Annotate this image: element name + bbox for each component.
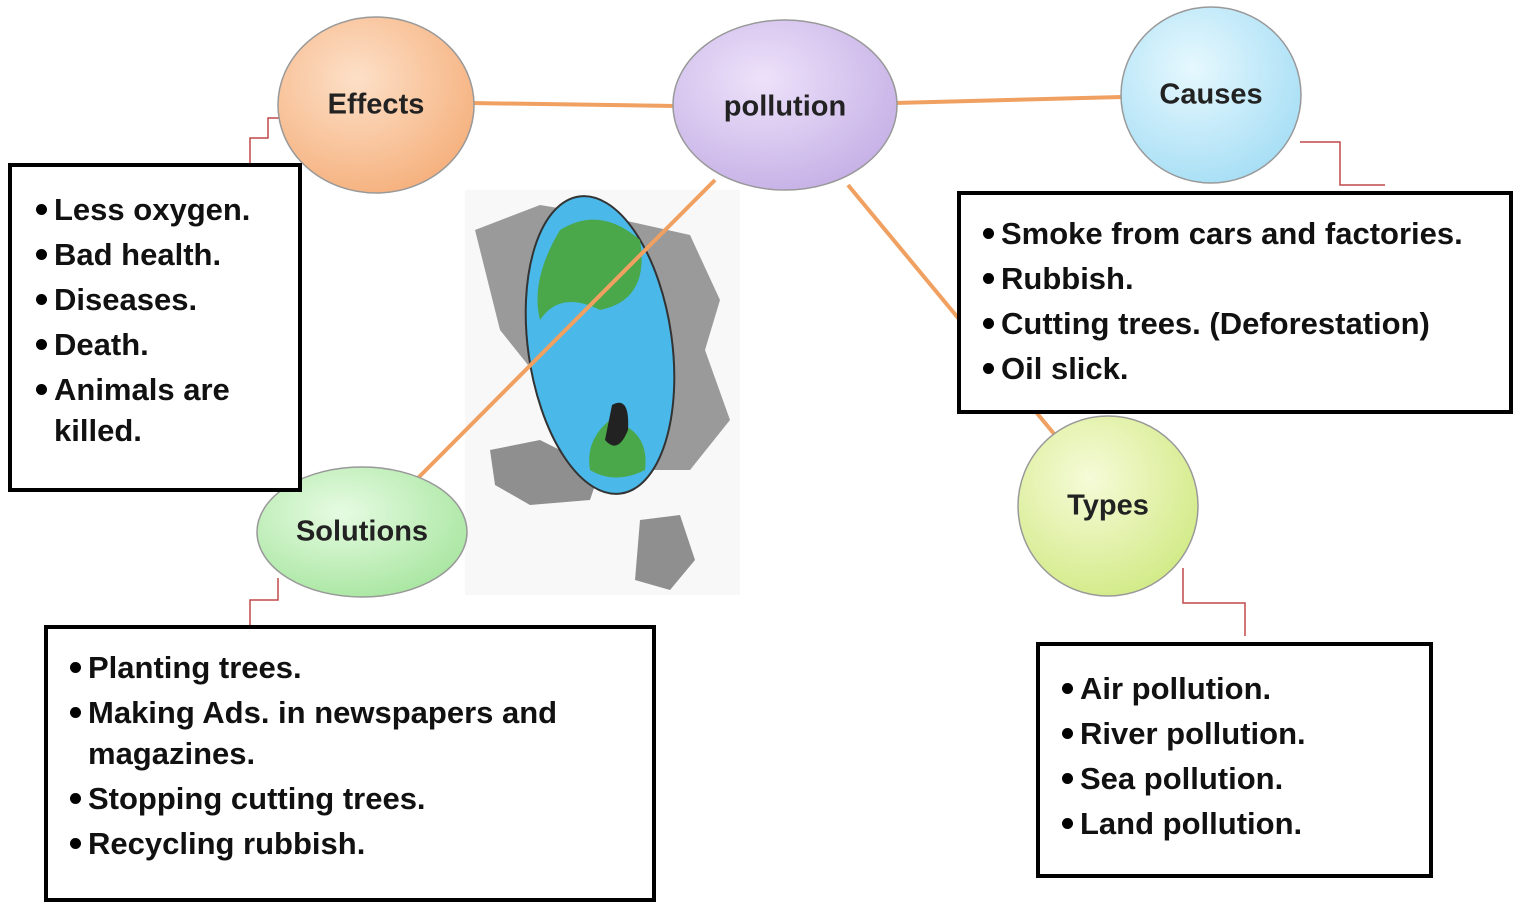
list-item: Smoke from cars and factories.	[981, 213, 1501, 254]
node-label: Solutions	[296, 516, 428, 549]
list-item: Diseases.	[34, 279, 284, 320]
list-item: Cutting trees. (Deforestation)	[981, 303, 1501, 344]
connector-line	[470, 103, 676, 106]
list-item: River pollution.	[1060, 713, 1410, 754]
list-item: Rubbish.	[981, 258, 1501, 299]
box-link	[1300, 142, 1385, 185]
item-list: Less oxygen. Bad health. Diseases. Death…	[34, 189, 284, 451]
list-item: Death.	[34, 324, 284, 365]
box-link	[250, 578, 278, 626]
types-box: Air pollution. River pollution. Sea poll…	[1036, 642, 1433, 878]
list-item: Air pollution.	[1060, 668, 1410, 709]
box-link	[1183, 568, 1245, 636]
list-item: Animals are killed.	[34, 369, 284, 451]
list-item: Less oxygen.	[34, 189, 284, 230]
list-item: Making Ads. in newspapers and magazines.	[68, 692, 568, 774]
list-item: Land pollution.	[1060, 803, 1410, 844]
node-label: Effects	[328, 89, 425, 122]
list-item: Stopping cutting trees.	[68, 778, 568, 819]
list-item: Bad health.	[34, 234, 284, 275]
concept-map: pollution Effects Causes Solutions Types…	[0, 0, 1519, 903]
item-list: Air pollution. River pollution. Sea poll…	[1060, 668, 1410, 844]
effects-box: Less oxygen. Bad health. Diseases. Death…	[8, 163, 302, 492]
center-label: pollution	[724, 91, 846, 124]
item-list: Smoke from cars and factories. Rubbish. …	[981, 213, 1501, 389]
list-item: Oil slick.	[981, 348, 1501, 389]
list-item: Sea pollution.	[1060, 758, 1410, 799]
list-item: Recycling rubbish.	[68, 823, 568, 864]
connector-line	[895, 97, 1122, 103]
node-label: Types	[1067, 490, 1149, 523]
causes-box: Smoke from cars and factories. Rubbish. …	[957, 191, 1513, 414]
node-label: Causes	[1159, 79, 1262, 112]
solutions-box: Planting trees. Making Ads. in newspaper…	[44, 625, 656, 902]
list-item: Planting trees.	[68, 647, 568, 688]
box-link	[250, 118, 285, 165]
item-list: Planting trees. Making Ads. in newspaper…	[68, 647, 568, 864]
